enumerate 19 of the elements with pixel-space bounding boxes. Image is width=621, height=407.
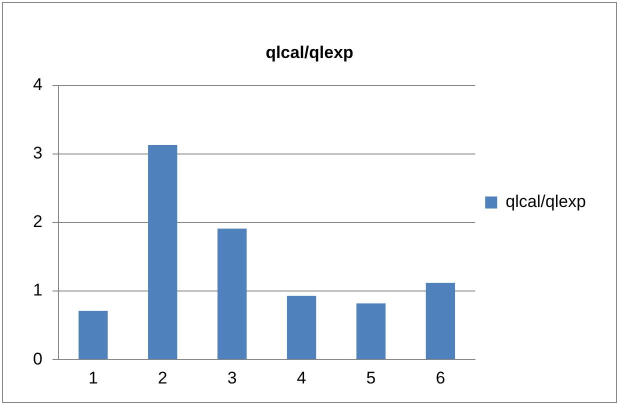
x-tick-label: 2 <box>158 368 168 388</box>
bar <box>78 310 108 360</box>
x-tick-label: 4 <box>296 368 306 388</box>
y-tick-label: 3 <box>32 144 42 163</box>
bar <box>286 296 316 360</box>
x-tick-label: 5 <box>366 368 376 388</box>
legend-label: qlcal/qlexp <box>506 192 586 212</box>
bar <box>426 282 456 360</box>
y-tick-label: 2 <box>32 212 42 232</box>
y-tick-label: 1 <box>32 280 42 300</box>
x-tick-label: 6 <box>436 368 446 388</box>
y-tick-label: 0 <box>32 349 42 368</box>
chart-title: qlcal/qlexp <box>266 42 354 62</box>
bar <box>356 303 386 360</box>
bar <box>148 145 178 360</box>
y-tick-label: 4 <box>32 75 42 94</box>
x-tick-label: 1 <box>88 368 98 388</box>
x-tick-label: 3 <box>227 368 237 388</box>
bar <box>218 228 247 360</box>
